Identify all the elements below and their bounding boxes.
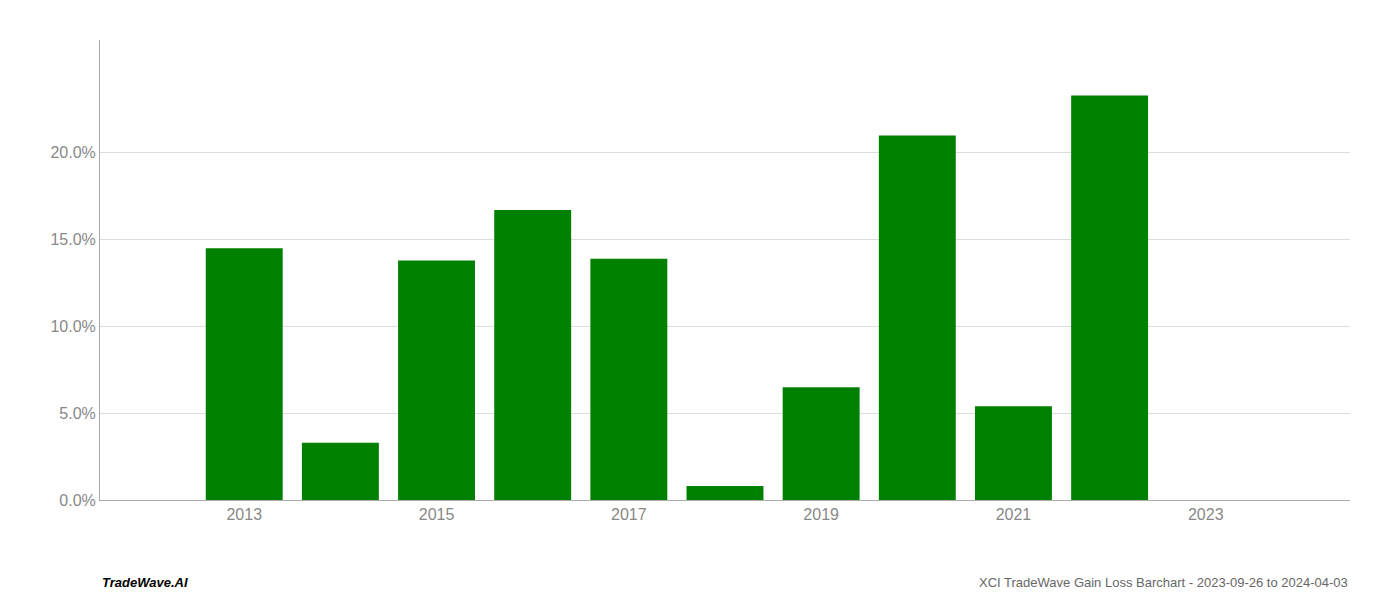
svg-text:2021: 2021 xyxy=(996,506,1032,523)
svg-text:5.0%: 5.0% xyxy=(59,405,95,422)
svg-text:10.0%: 10.0% xyxy=(50,318,95,335)
svg-text:20.0%: 20.0% xyxy=(50,144,95,161)
svg-text:2017: 2017 xyxy=(611,506,647,523)
svg-text:0.0%: 0.0% xyxy=(59,492,95,509)
svg-text:2013: 2013 xyxy=(226,506,262,523)
svg-text:15.0%: 15.0% xyxy=(50,231,95,248)
svg-text:TradeWave.AI: TradeWave.AI xyxy=(102,575,188,590)
svg-text:2019: 2019 xyxy=(803,506,839,523)
svg-text:2015: 2015 xyxy=(419,506,455,523)
svg-text:2023: 2023 xyxy=(1188,506,1224,523)
svg-text:XCI TradeWave Gain Loss Barcha: XCI TradeWave Gain Loss Barchart - 2023-… xyxy=(979,575,1348,590)
